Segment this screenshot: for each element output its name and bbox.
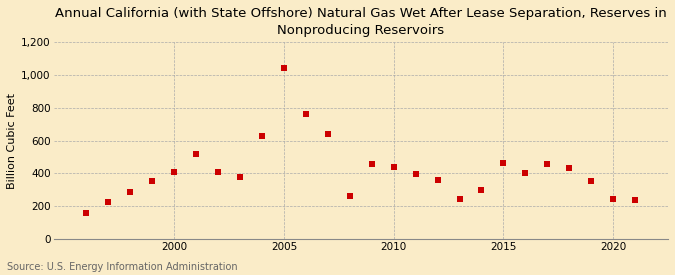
Point	[169, 169, 180, 174]
Title: Annual California (with State Offshore) Natural Gas Wet After Lease Separation, : Annual California (with State Offshore) …	[55, 7, 667, 37]
Point	[608, 197, 618, 202]
Point	[323, 132, 333, 136]
Point	[410, 172, 421, 176]
Point	[498, 160, 509, 165]
Point	[542, 162, 553, 166]
Point	[367, 162, 377, 166]
Point	[630, 198, 641, 202]
Point	[256, 134, 267, 139]
Point	[454, 196, 465, 201]
Point	[279, 65, 290, 70]
Point	[586, 179, 597, 184]
Text: Source: U.S. Energy Information Administration: Source: U.S. Energy Information Administ…	[7, 262, 238, 272]
Point	[125, 190, 136, 194]
Point	[432, 178, 443, 182]
Point	[388, 164, 399, 169]
Point	[81, 211, 92, 216]
Point	[147, 178, 158, 183]
Point	[564, 166, 574, 170]
Point	[213, 170, 223, 175]
Point	[300, 111, 311, 116]
Point	[520, 171, 531, 175]
Point	[235, 175, 246, 180]
Y-axis label: Billion Cubic Feet: Billion Cubic Feet	[7, 92, 17, 189]
Point	[103, 200, 114, 204]
Point	[191, 152, 202, 156]
Point	[476, 188, 487, 192]
Point	[344, 194, 355, 198]
